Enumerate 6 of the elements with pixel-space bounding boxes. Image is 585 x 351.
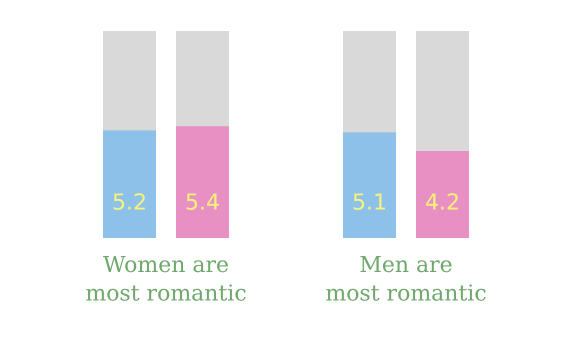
x-tick-label: Women are most romantic — [85, 253, 247, 307]
x-tick-label: Men are most romantic — [325, 253, 487, 307]
data-label: 5.1 — [352, 190, 388, 216]
data-label: 5.2 — [112, 190, 148, 216]
data-label: 5.4 — [184, 190, 220, 216]
data-label: 4.2 — [424, 190, 460, 216]
